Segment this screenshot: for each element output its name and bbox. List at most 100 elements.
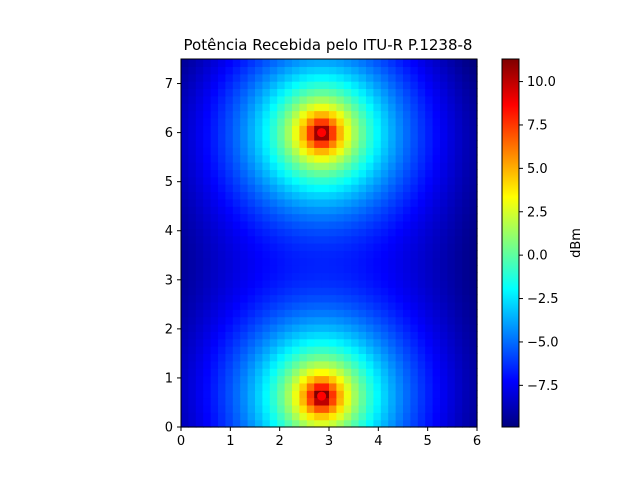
heatmap-cell [314, 368, 323, 377]
heatmap-cell [388, 117, 397, 126]
heatmap-cell [299, 110, 308, 119]
heatmap-cell [462, 382, 471, 391]
heatmap-cell [306, 360, 315, 369]
heatmap-cell [181, 279, 189, 288]
heatmap-cell [247, 338, 256, 347]
heatmap-cell [262, 220, 271, 229]
heatmap-cell [380, 66, 389, 75]
heatmap-cell [188, 257, 197, 266]
heatmap-cell [403, 103, 411, 112]
heatmap-cell [218, 235, 226, 244]
heatmap-cell [454, 169, 463, 178]
heatmap-cell [417, 132, 426, 141]
heatmap-cell [195, 73, 204, 82]
heatmap-cell [380, 95, 389, 104]
colorbar-tick-label: −7.5 [527, 379, 559, 394]
heatmap-cell [380, 419, 389, 428]
heatmap-cell [292, 220, 300, 229]
heatmap-cell [232, 272, 241, 281]
heatmap-cell [225, 184, 234, 193]
heatmap-cell [321, 323, 330, 332]
heatmap-cell [255, 228, 263, 237]
heatmap-cell [462, 368, 471, 377]
heatmap-cell [410, 213, 419, 222]
heatmap-cell [380, 213, 389, 222]
heatmap-cell [188, 412, 197, 421]
heatmap-cell [181, 272, 189, 281]
heatmap-cell [203, 176, 212, 185]
heatmap-cell [247, 125, 256, 134]
heatmap-cell [432, 132, 441, 141]
heatmap-cell [299, 228, 308, 237]
heatmap-cell [210, 419, 219, 428]
heatmap-cell [247, 132, 256, 141]
heatmap-cell [210, 272, 219, 281]
heatmap-cell [218, 250, 226, 259]
y-tick-label: 3 [165, 273, 173, 288]
heatmap-cell [380, 147, 389, 156]
heatmap-cell [284, 169, 293, 178]
heatmap-cell [203, 73, 212, 82]
heatmap-cell [321, 162, 330, 170]
heatmap-cell [366, 88, 374, 97]
heatmap-cell [447, 257, 456, 266]
heatmap-cell [195, 257, 204, 266]
heatmap-cell [417, 206, 426, 215]
heatmap-cell [240, 198, 249, 207]
heatmap-cell [469, 404, 478, 413]
heatmap-cell [181, 353, 189, 362]
heatmap-cell [373, 294, 382, 303]
heatmap-cell [440, 265, 448, 274]
heatmap-cell [432, 235, 441, 244]
heatmap-cell [225, 346, 234, 354]
heatmap-cell [366, 243, 374, 251]
heatmap-cell [203, 66, 212, 75]
heatmap-cell [373, 412, 382, 421]
heatmap-cell [432, 103, 441, 112]
heatmap-cell [299, 132, 308, 141]
colorbar-label: dBm [569, 228, 584, 258]
heatmap-cell [314, 206, 323, 215]
heatmap-cell [329, 117, 337, 126]
heatmap-cell [181, 257, 189, 266]
heatmap-cell [218, 220, 226, 229]
heatmap-cell [232, 213, 241, 222]
heatmap-cell [299, 368, 308, 377]
access-point-markers [317, 128, 327, 401]
heatmap-cell [403, 338, 411, 347]
heatmap-cell [188, 375, 197, 384]
heatmap-cell [210, 213, 219, 222]
heatmap-cell [262, 147, 271, 156]
heatmap-cell [277, 338, 286, 347]
heatmap-cell [181, 198, 189, 207]
heatmap-cell [454, 191, 463, 200]
heatmap-cell [240, 346, 249, 354]
heatmap-cell [366, 412, 374, 421]
heatmap-cell [380, 250, 389, 259]
heatmap-cell [188, 110, 197, 119]
heatmap-cell [240, 257, 249, 266]
heatmap-cell [469, 139, 478, 148]
heatmap-cell [454, 265, 463, 274]
heatmap-cell [395, 213, 404, 222]
heatmap-cell [218, 390, 226, 399]
heatmap-cell [232, 220, 241, 229]
heatmap-cell [440, 117, 448, 126]
heatmap-cell [292, 103, 300, 112]
heatmap-cell [403, 206, 411, 215]
heatmap-cell [395, 59, 404, 67]
heatmap-cell [343, 103, 352, 112]
heatmap-cell [321, 103, 330, 112]
heatmap-cell [203, 103, 212, 112]
heatmap-cell [306, 353, 315, 362]
heatmap-cell [181, 346, 189, 354]
heatmap-cell [432, 125, 441, 134]
heatmap-cell [336, 147, 345, 156]
heatmap-cell [218, 419, 226, 428]
heatmap-cell [247, 213, 256, 222]
heatmap-cell [299, 59, 308, 67]
heatmap-cell [210, 331, 219, 340]
heatmap-cell [425, 88, 434, 97]
x-tick-label: 6 [473, 434, 481, 449]
heatmap-cell [188, 125, 197, 134]
